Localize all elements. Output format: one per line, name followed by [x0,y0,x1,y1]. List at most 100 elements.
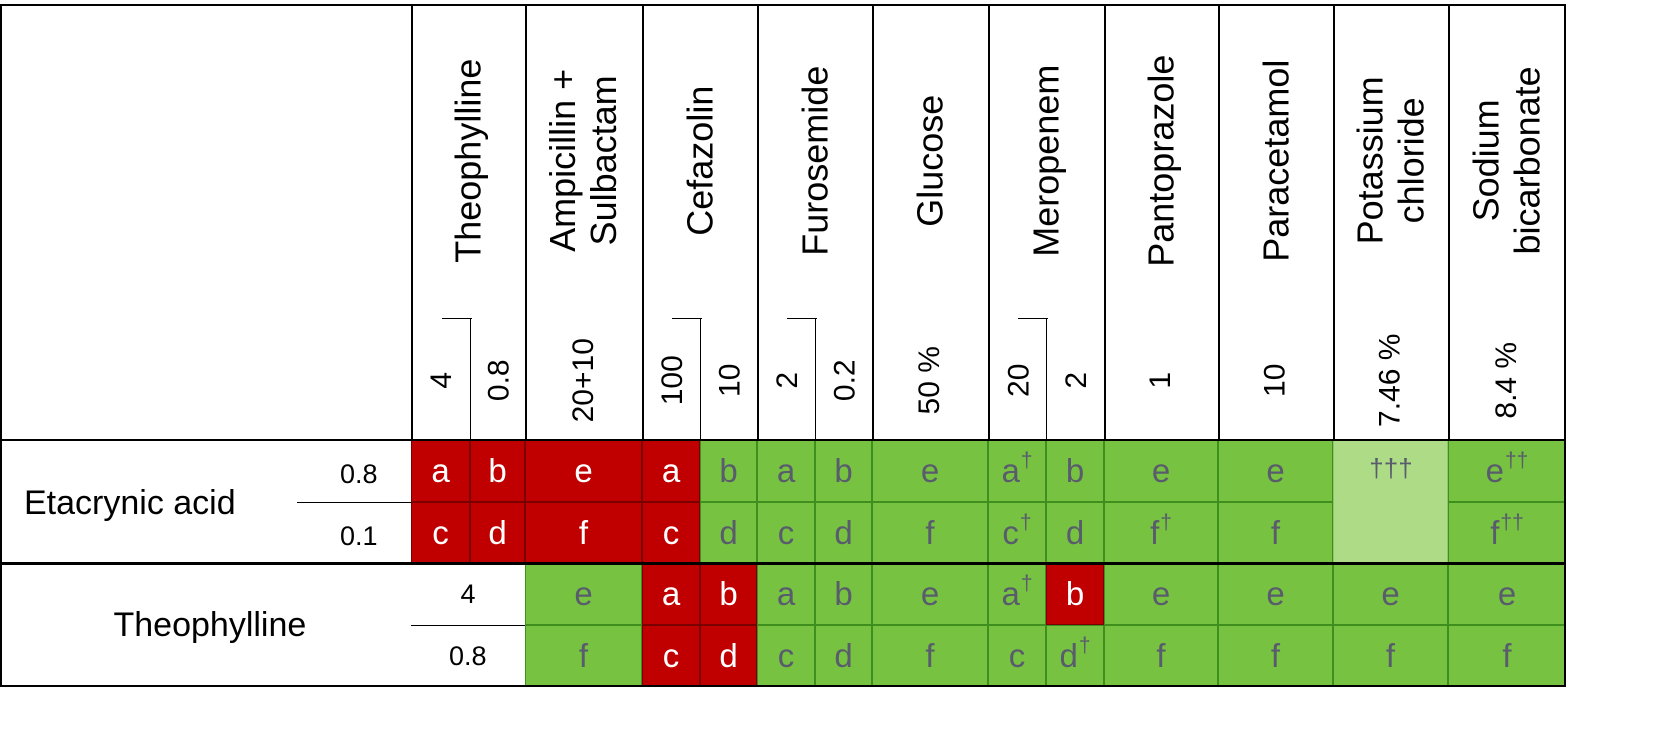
cell-label: f [1270,636,1281,674]
cell-footnote-mark: †† [1500,510,1524,534]
concentration-divider [815,318,816,440]
cell-footnote-mark: †† [1505,449,1529,472]
row-group-line [0,562,1566,565]
cell-label: f [1150,513,1160,551]
cell-label: b [1065,452,1085,489]
table-cell: d [815,502,872,563]
table-cell: a † [988,563,1046,625]
cell-label: c [662,636,680,674]
column-divider [757,4,759,440]
cell-label: f [1385,636,1396,674]
cell-footnote-mark: † [1019,510,1032,534]
table-cell: c † [988,502,1046,563]
concentration-divider [700,318,701,440]
table-cell: c [988,625,1046,686]
table-cell: d [815,625,872,686]
table-border-left [0,4,2,687]
cell-label: f [925,513,935,551]
cell-label: f [1490,513,1500,551]
column-concentration: 20 [1001,363,1035,397]
table-cell: c [757,502,815,563]
column-divider [525,4,527,440]
cell-label: e [920,575,940,612]
concentration-divider [1046,318,1047,440]
header-bottom-line [0,439,1566,441]
cell-label: a [776,575,796,612]
table-cell: f [1448,625,1566,686]
cell-label: e [1381,575,1400,612]
cell-label: d [1065,513,1085,551]
cell-label: d [719,513,738,551]
cell-label: f [925,636,935,674]
column-divider [988,4,990,440]
table-cell: a [642,563,700,625]
row-concentration: 0.8 [340,458,378,489]
table-cell: e [525,563,642,625]
table-cell: f [1218,502,1333,563]
column-concentration: 0.8 [482,358,516,401]
table-cell: f [872,502,988,563]
cell-label: a [431,452,450,489]
cell-label: c [777,636,795,674]
cell-label: d [719,636,738,674]
concentration-divider [672,318,702,319]
cell-label: b [834,575,853,612]
column-concentration: 50 % [912,345,946,414]
table-border-right [1564,4,1566,687]
cell-label: b [719,452,738,489]
column-drug-name: Paracetamol [1254,59,1296,262]
column-concentration: 8.4 % [1489,341,1523,419]
cell-label: e [920,452,940,489]
row-label-divider [297,502,411,503]
table-cell: c [642,502,700,563]
cell-label: d [834,636,853,674]
cell-label: c [662,513,680,551]
column-divider [1448,4,1450,440]
column-drug-name: Glucose [909,94,951,227]
table-cell: a [757,440,815,502]
table-cell: e [1448,563,1566,625]
cell-label: e [1151,452,1171,489]
table-cell: f [1104,625,1218,686]
column-divider [1333,4,1335,440]
table-cell: a † [988,440,1046,502]
table-cell: e [872,563,988,625]
column-drug-name: Pantoprazole [1140,54,1182,267]
cell-label: b [719,575,738,612]
column-concentration: 10 [1258,363,1292,397]
cell-label: e [1151,575,1171,612]
cell-label: e [1485,452,1504,489]
column-concentration: 2 [770,371,804,389]
cell-label: f [1502,636,1512,674]
column-concentration: 10 [713,363,747,397]
table-cell: e [1218,440,1333,502]
column-concentration: 7.46 % [1373,333,1407,427]
concentration-divider [442,318,472,319]
cell-label: f [578,636,589,674]
column-concentration: 100 [655,354,689,405]
cell-label: e [1497,575,1517,612]
column-drug-name: Ampicillin + Sulbactam [542,68,625,252]
column-concentration: 1 [1143,371,1177,389]
table-cell: f [1218,625,1333,686]
column-concentration: 0.2 [828,358,862,401]
cell-label: b [834,452,853,489]
concentration-divider [787,318,817,319]
column-drug-name: Meropenem [1025,64,1067,257]
table-cell: f [525,502,642,563]
column-drug-name: Furosemide [793,65,835,256]
table-cell: c [642,625,700,686]
concentration-divider [470,318,471,440]
cell-label: e [1266,452,1285,489]
cell-label: a [1001,452,1020,489]
column-divider [872,4,874,440]
cell-label: d [834,513,853,551]
row-drug-name: Etacrynic acid [24,483,236,522]
table-cell: d [700,502,757,563]
table-cell: d † [1046,625,1104,686]
cell-label: d [1059,636,1078,674]
table-cell: b [1046,440,1104,502]
cell-footnote-mark: † [1078,633,1091,657]
cell-label: f [1270,513,1281,551]
table-cell: e [1104,440,1218,502]
